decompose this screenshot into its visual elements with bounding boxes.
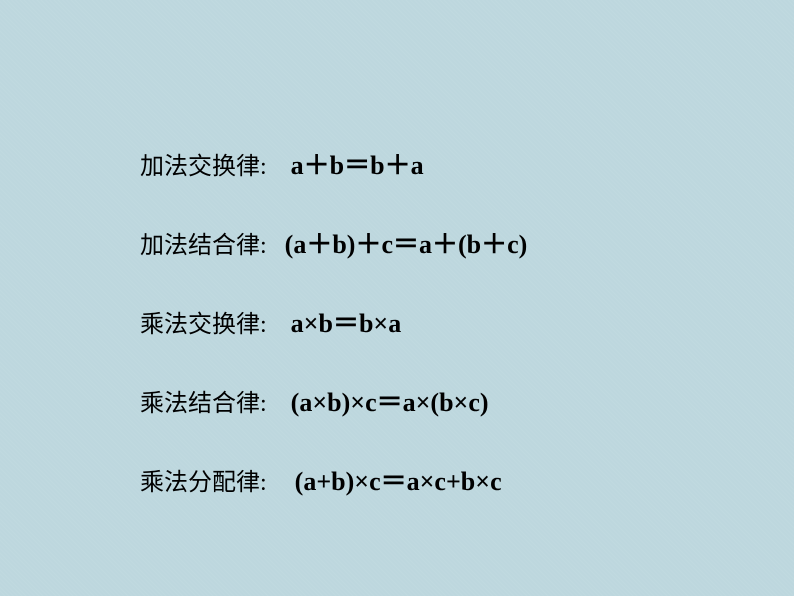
law-formula: a×b＝b×a <box>291 303 402 340</box>
law-label: 乘法交换律: <box>140 304 267 339</box>
law-row-3: 乘法交换律: a×b＝b×a <box>140 303 700 340</box>
law-label: 乘法结合律: <box>140 383 267 418</box>
law-label: 加法结合律: <box>140 225 267 260</box>
law-formula: (a＋b)＋c＝a＋(b＋c) <box>285 224 528 261</box>
law-label: 乘法分配律: <box>140 462 267 497</box>
law-formula: (a+b)×c＝a×c+b×c <box>295 461 502 498</box>
math-laws-content: 加法交换律: a＋b＝b＋a 加法结合律: (a＋b)＋c＝a＋(b＋c) 乘法… <box>140 145 700 540</box>
law-label: 加法交换律: <box>140 146 267 181</box>
law-row-4: 乘法结合律: (a×b)×c＝a×(b×c) <box>140 382 700 419</box>
law-formula: a＋b＝b＋a <box>291 145 424 182</box>
law-row-2: 加法结合律: (a＋b)＋c＝a＋(b＋c) <box>140 224 700 261</box>
law-row-5: 乘法分配律: (a+b)×c＝a×c+b×c <box>140 461 700 498</box>
law-formula: (a×b)×c＝a×(b×c) <box>291 382 489 419</box>
law-row-1: 加法交换律: a＋b＝b＋a <box>140 145 700 182</box>
